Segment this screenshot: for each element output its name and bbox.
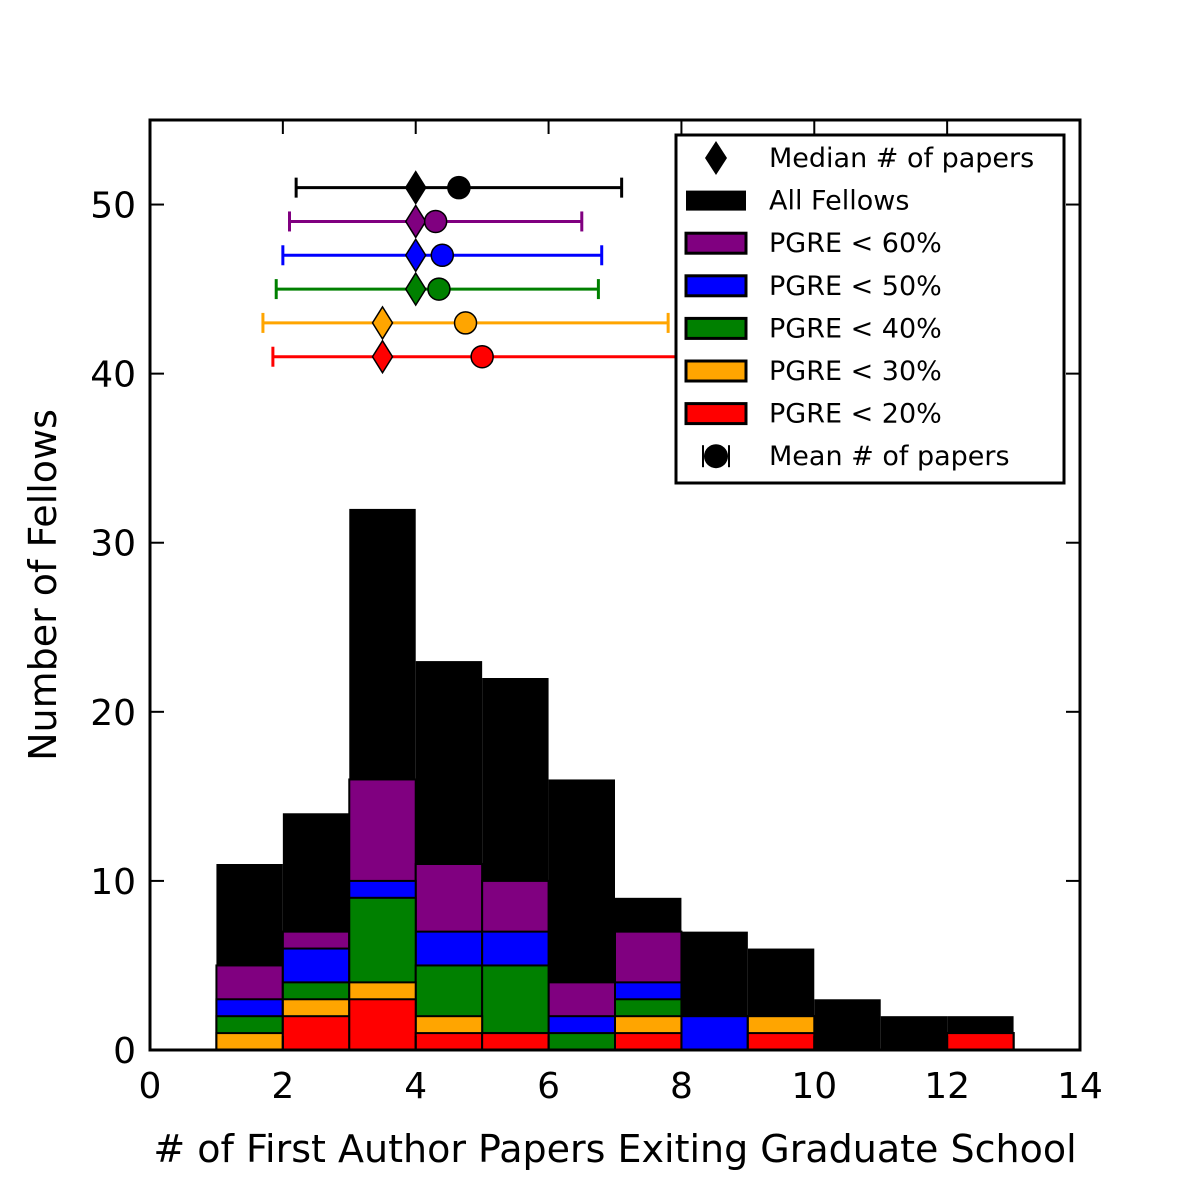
median-marker-2: [404, 237, 427, 273]
median-marker-5: [371, 339, 394, 375]
legend: Median # of papers All Fellows PGRE < 60% P…: [674, 133, 1066, 485]
legend-label-1: PGRE < 60%: [769, 228, 942, 259]
mean-marker-3: [427, 277, 451, 301]
legend-label-2: PGRE < 50%: [769, 271, 942, 302]
legend-label-5: PGRE < 20%: [769, 399, 942, 430]
legend-median-marker: [705, 141, 727, 175]
bar-5-6: [614, 1032, 683, 1052]
legend-median-label: Median # of papers: [769, 143, 1034, 174]
bar-5-4: [481, 1032, 550, 1052]
legend-swatch-4: [684, 359, 748, 383]
y-tick-label: 50: [90, 186, 136, 227]
mean-marker-1: [423, 209, 448, 234]
x-tick-label: 6: [537, 1066, 560, 1107]
x-tick-label: 12: [924, 1066, 970, 1107]
axis-tick-labels: 0 2 4 6 8 10 12 14 0 10 20 30 40 50: [90, 186, 1103, 1107]
legend-swatch-0: [686, 190, 746, 211]
x-tick-label: 14: [1057, 1066, 1103, 1107]
summary-1: [288, 204, 584, 239]
bar-3-5: [547, 1032, 616, 1052]
plot-frame: [148, 118, 1082, 1052]
axis-ticks: [149, 120, 1081, 1051]
x-axis-label: # of First Author Papers Exiting Graduat…: [153, 1127, 1076, 1171]
bar-5-8: [746, 1032, 816, 1052]
legend-mean-label: Mean # of papers: [769, 441, 1010, 472]
legend-mean-marker: [704, 444, 728, 469]
summary-2: [281, 237, 604, 273]
bar-5-3: [414, 1032, 484, 1052]
x-tick-label: 4: [404, 1066, 427, 1107]
median-marker-0: [404, 170, 427, 206]
legend-swatch-5: [684, 402, 748, 426]
x-tick-label: 0: [139, 1066, 162, 1107]
summary-0: [294, 170, 624, 206]
mean-marker-5: [470, 344, 494, 369]
y-axis-label: Number of Fellows: [21, 409, 65, 761]
legend-swatch-1: [684, 231, 748, 255]
x-tick-label: 10: [791, 1066, 837, 1107]
bar-0-10: [880, 1016, 948, 1050]
x-tick-label: 8: [670, 1066, 693, 1107]
mean-marker-4: [453, 311, 478, 335]
histogram-bars: [215, 508, 1015, 1052]
legend-swatch-2: [684, 274, 748, 298]
bar-5-1: [281, 1015, 351, 1052]
median-marker-4: [371, 305, 394, 341]
summary-3: [274, 271, 600, 307]
mean-marker-2: [430, 243, 455, 268]
summary-5: [271, 339, 693, 375]
bar-0-9: [814, 999, 881, 1050]
x-tick-label: 2: [271, 1066, 294, 1107]
median-marker-3: [404, 271, 427, 307]
legend-label-3: PGRE < 40%: [769, 313, 942, 344]
mean-marker-0: [447, 175, 471, 200]
bar-2-7: [680, 1015, 749, 1052]
summary-4: [261, 305, 670, 341]
bar-5-11: [946, 1032, 1015, 1052]
y-tick-label: 0: [113, 1031, 136, 1072]
legend-swatch-3: [684, 316, 748, 340]
legend-label-4: PGRE < 30%: [769, 356, 942, 387]
summary-markers: [261, 170, 693, 375]
y-tick-label: 10: [90, 862, 136, 903]
y-tick-label: 30: [90, 524, 136, 565]
median-marker-1: [404, 204, 427, 239]
legend-label-0: All Fellows: [769, 186, 909, 217]
bar-4-0: [215, 1032, 284, 1052]
y-tick-label: 20: [90, 693, 136, 734]
y-tick-label: 40: [90, 355, 136, 396]
bar-5-2: [348, 998, 417, 1051]
